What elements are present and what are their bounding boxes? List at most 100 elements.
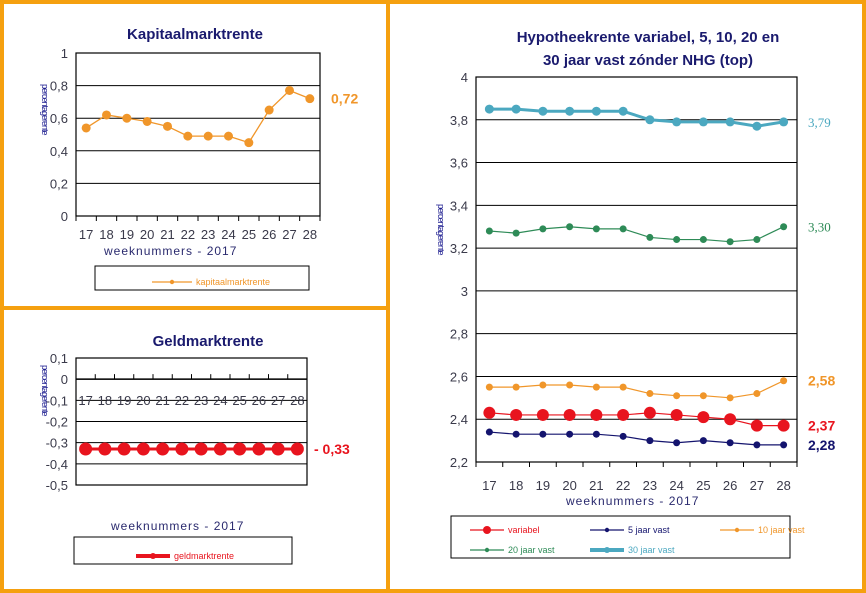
x-tick-label: 22 [181, 227, 195, 242]
kapitaalmarktrente-chart: Kapitaalmarktrente 0 0,2 0,4 0,6 0,8 1 17 18 19… [40, 26, 358, 291]
data-point [780, 441, 788, 449]
series-line-kapitaalmarktrente [85, 89, 311, 144]
data-point [175, 442, 189, 456]
data-point [592, 225, 600, 233]
x-tick-label: 25 [696, 478, 710, 493]
legend-label: 30 jaar vast [628, 545, 675, 555]
data-point [183, 131, 193, 141]
data-point [645, 115, 655, 125]
data-point [224, 131, 233, 141]
y-tick-label: 2,4 [450, 412, 468, 427]
data-point [750, 419, 763, 432]
data-point [156, 442, 170, 456]
data-point [777, 419, 790, 432]
x-tick-label: 26 [262, 227, 276, 242]
x-tick-label: 18 [99, 227, 113, 242]
data-point [81, 123, 91, 133]
data-point [538, 106, 548, 116]
data-point [484, 104, 494, 114]
data-point [483, 406, 496, 419]
data-point [726, 238, 734, 246]
data-point [536, 408, 549, 421]
data-point [643, 406, 656, 419]
data-point [565, 106, 575, 116]
x-tick-label: 17 [482, 478, 496, 493]
geldmarktrente-panel: Geldmarktrente 0,1 0 -0,1 -0,2 -0,3 -0,4 -0,5 … [0, 306, 390, 593]
series-line-10-jaar-vast [489, 380, 784, 399]
x-tick-label: 18 [509, 478, 523, 493]
data-point [566, 223, 574, 231]
x-tick-label: 19 [536, 478, 550, 493]
y-tick-label: -0,2 [46, 415, 68, 430]
y-axis-label: percentagerente [40, 365, 50, 417]
x-tick-label: 27 [750, 478, 764, 493]
data-point [619, 432, 627, 440]
x-tick-label: 19 [117, 393, 131, 408]
y-tick-label: 0 [61, 372, 68, 387]
x-tick-label: 21 [155, 393, 169, 408]
y-tick-label: 0,6 [50, 111, 68, 126]
data-point [252, 442, 266, 456]
x-tick-label: 23 [201, 227, 215, 242]
x-tick-label: 23 [194, 393, 208, 408]
data-point [510, 408, 523, 421]
data-point [618, 106, 628, 116]
x-tick-label: 28 [303, 227, 317, 242]
x-tick-label: 20 [140, 227, 154, 242]
end-value-label: 2,28 [808, 437, 835, 453]
x-tick-label: 25 [232, 393, 246, 408]
data-point [726, 394, 734, 402]
data-point [98, 442, 112, 456]
y-tick-label: 0,2 [50, 176, 68, 191]
x-tick-label: 26 [252, 393, 266, 408]
data-point [485, 428, 493, 436]
plot-frame [475, 76, 798, 463]
data-point [753, 441, 761, 449]
data-point [233, 442, 247, 456]
data-point [285, 85, 294, 95]
y-tick-label: 3,6 [450, 156, 468, 171]
x-tick-label: 25 [242, 227, 256, 242]
y-tick-label: 3 [461, 284, 468, 299]
x-tick-label: 19 [120, 227, 134, 242]
data-point [590, 408, 603, 421]
data-point [539, 430, 547, 438]
data-point [566, 430, 574, 438]
kapitaalmarktrente-panel: Kapitaalmarktrente 0 0,2 0,4 0,6 0,8 1 17 18 19… [0, 0, 390, 310]
data-point [566, 381, 574, 389]
y-axis-label: percentagerente [40, 84, 50, 136]
data-point [646, 233, 654, 241]
end-value-label: 3,30 [808, 220, 831, 235]
data-point [646, 390, 654, 398]
data-point [672, 117, 682, 127]
legend-label: 5 jaar vast [628, 525, 670, 535]
data-point [290, 442, 304, 456]
data-point [619, 225, 627, 233]
x-tick-label: 18 [98, 393, 112, 408]
data-point [753, 236, 761, 244]
end-value-label: - 0,33 [314, 441, 350, 457]
data-point [698, 117, 708, 127]
plot-frame [75, 52, 321, 217]
data-point [591, 106, 601, 116]
data-point [122, 113, 132, 123]
data-point [779, 117, 789, 127]
chart-title-line-1: Hypotheekrente variabel, 5, 10, 20 en [517, 29, 780, 46]
data-point [726, 439, 734, 447]
data-point [699, 236, 707, 244]
legend-box [94, 265, 310, 291]
data-point [305, 94, 315, 104]
data-point [673, 236, 681, 244]
series-line-30-jaar-vast [489, 107, 784, 128]
legend-box [73, 536, 293, 565]
y-tick-label: 0 [61, 209, 68, 224]
x-axis-label: weeknummers - 2017 [103, 244, 237, 258]
data-point [780, 377, 788, 385]
data-point [563, 408, 576, 421]
series-line-5-jaar-vast [489, 431, 784, 446]
data-point [699, 437, 707, 445]
data-point [203, 131, 213, 141]
data-point [752, 121, 762, 131]
plot-frame [75, 357, 308, 486]
data-point [512, 383, 520, 391]
